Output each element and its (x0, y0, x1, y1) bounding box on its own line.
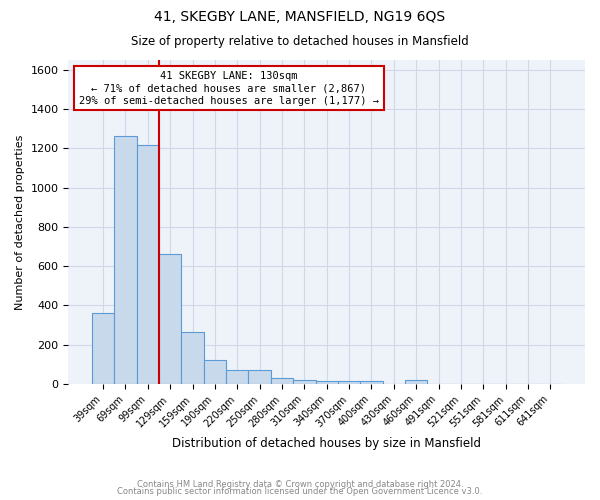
Text: 41, SKEGBY LANE, MANSFIELD, NG19 6QS: 41, SKEGBY LANE, MANSFIELD, NG19 6QS (154, 10, 446, 24)
Bar (338, 381, 360, 384)
Text: 41 SKEGBY LANE: 130sqm: 41 SKEGBY LANE: 130sqm (160, 72, 297, 82)
Bar (159, 254, 181, 384)
Text: ← 71% of detached houses are smaller (2,867): ← 71% of detached houses are smaller (2,… (91, 84, 366, 94)
Text: Contains HM Land Registry data © Crown copyright and database right 2024.: Contains HM Land Registry data © Crown c… (137, 480, 463, 489)
Bar (181, 332, 204, 384)
Text: 29% of semi-detached houses are larger (1,177) →: 29% of semi-detached houses are larger (… (79, 96, 379, 106)
Bar (405, 380, 427, 384)
Bar (92, 313, 114, 384)
Bar (204, 360, 226, 384)
Bar (360, 381, 383, 384)
FancyBboxPatch shape (74, 66, 383, 110)
Bar (226, 370, 248, 384)
Bar (137, 146, 159, 384)
Bar (114, 136, 137, 384)
Bar (271, 378, 293, 384)
Bar (248, 370, 271, 384)
Bar (316, 381, 338, 384)
Y-axis label: Number of detached properties: Number of detached properties (15, 134, 25, 310)
X-axis label: Distribution of detached houses by size in Mansfield: Distribution of detached houses by size … (172, 437, 481, 450)
Bar (293, 380, 316, 384)
Text: Contains public sector information licensed under the Open Government Licence v3: Contains public sector information licen… (118, 487, 482, 496)
Text: Size of property relative to detached houses in Mansfield: Size of property relative to detached ho… (131, 35, 469, 48)
